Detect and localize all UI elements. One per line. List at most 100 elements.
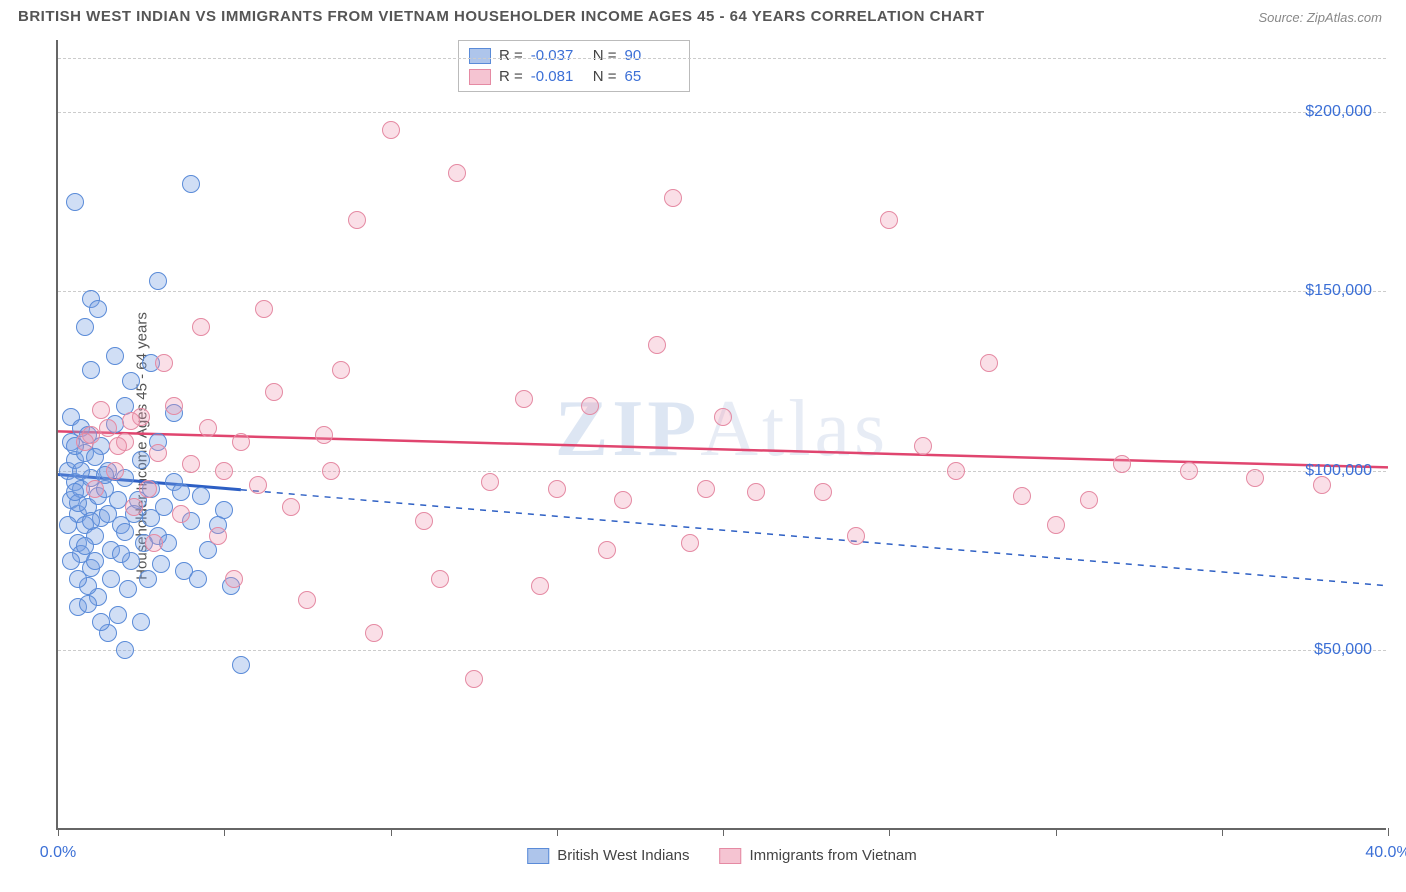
data-point-vie <box>814 483 832 501</box>
x-tick <box>224 828 225 836</box>
r-value: -0.037 <box>531 47 585 64</box>
data-point-vie <box>199 419 217 437</box>
data-point-bwi <box>76 318 94 336</box>
data-point-vie <box>947 462 965 480</box>
gridline <box>58 650 1386 651</box>
chart-container: BRITISH WEST INDIAN VS IMMIGRANTS FROM V… <box>0 0 1406 892</box>
x-tick <box>557 828 558 836</box>
data-point-vie <box>382 121 400 139</box>
data-point-vie <box>1180 462 1198 480</box>
data-point-vie <box>515 390 533 408</box>
legend-item-bwi: British West Indians <box>527 847 689 864</box>
data-point-bwi <box>142 509 160 527</box>
data-point-vie <box>415 512 433 530</box>
x-tick <box>889 828 890 836</box>
data-point-vie <box>298 591 316 609</box>
data-point-bwi <box>192 487 210 505</box>
r-label: R = <box>499 47 523 64</box>
data-point-vie <box>232 433 250 451</box>
data-point-bwi <box>149 272 167 290</box>
data-point-bwi <box>106 347 124 365</box>
data-point-bwi <box>132 451 150 469</box>
x-tick <box>1388 828 1389 836</box>
data-point-bwi <box>182 175 200 193</box>
y-tick-label: $200,000 <box>1305 103 1372 121</box>
data-point-vie <box>332 361 350 379</box>
legend-label: British West Indians <box>557 847 689 864</box>
data-point-bwi <box>139 570 157 588</box>
x-tick-label: 40.0% <box>1365 844 1406 862</box>
data-point-vie <box>149 444 167 462</box>
data-point-bwi <box>132 613 150 631</box>
data-point-vie <box>155 354 173 372</box>
gridline <box>58 58 1386 59</box>
data-point-bwi <box>99 505 117 523</box>
x-tick <box>58 828 59 836</box>
data-point-vie <box>481 473 499 491</box>
data-point-vie <box>1113 455 1131 473</box>
x-tick-label: 0.0% <box>40 844 76 862</box>
x-tick <box>723 828 724 836</box>
data-point-bwi <box>152 555 170 573</box>
data-point-vie <box>747 483 765 501</box>
data-point-vie <box>255 300 273 318</box>
data-point-vie <box>315 426 333 444</box>
watermark: ZIPAtlas <box>555 384 889 475</box>
data-point-bwi <box>59 516 77 534</box>
data-point-vie <box>145 534 163 552</box>
y-tick-label: $150,000 <box>1305 282 1372 300</box>
data-point-vie <box>531 577 549 595</box>
gridline <box>58 291 1386 292</box>
correlation-legend: R =-0.037N =90R =-0.081N =65 <box>458 40 690 92</box>
data-point-bwi <box>116 523 134 541</box>
data-point-bwi <box>89 300 107 318</box>
legend-item-vie: Immigrants from Vietnam <box>720 847 917 864</box>
y-tick-label: $50,000 <box>1314 641 1372 659</box>
trendline-bwi-extrapolated <box>241 490 1388 586</box>
data-point-vie <box>225 570 243 588</box>
data-point-vie <box>980 354 998 372</box>
data-point-vie <box>598 541 616 559</box>
n-label: N = <box>593 68 617 85</box>
data-point-bwi <box>122 372 140 390</box>
data-point-vie <box>122 412 140 430</box>
data-point-vie <box>322 462 340 480</box>
source-attribution: Source: ZipAtlas.com <box>1258 10 1382 25</box>
series-legend: British West Indians Immigrants from Viet… <box>527 847 917 864</box>
legend-swatch <box>527 848 549 864</box>
n-value: 90 <box>625 47 679 64</box>
data-point-bwi <box>172 483 190 501</box>
legend-swatch <box>469 48 491 64</box>
data-point-vie <box>548 480 566 498</box>
data-point-vie <box>847 527 865 545</box>
data-point-vie <box>182 455 200 473</box>
data-point-bwi <box>119 580 137 598</box>
data-point-vie <box>109 437 127 455</box>
data-point-vie <box>348 211 366 229</box>
trend-lines-layer <box>58 40 1388 830</box>
data-point-vie <box>192 318 210 336</box>
legend-swatch <box>720 848 742 864</box>
data-point-vie <box>681 534 699 552</box>
data-point-vie <box>99 419 117 437</box>
chart-title: BRITISH WEST INDIAN VS IMMIGRANTS FROM V… <box>18 8 985 25</box>
data-point-vie <box>448 164 466 182</box>
data-point-vie <box>697 480 715 498</box>
plot-area: ZIPAtlas R =-0.037N =90R =-0.081N =65 Br… <box>56 40 1386 830</box>
data-point-vie <box>365 624 383 642</box>
data-point-vie <box>648 336 666 354</box>
data-point-bwi <box>66 483 84 501</box>
data-point-vie <box>465 670 483 688</box>
data-point-vie <box>165 397 183 415</box>
data-point-vie <box>914 437 932 455</box>
legend-label: Immigrants from Vietnam <box>750 847 917 864</box>
data-point-vie <box>215 462 233 480</box>
data-point-vie <box>581 397 599 415</box>
data-point-bwi <box>82 361 100 379</box>
legend-swatch <box>469 69 491 85</box>
data-point-vie <box>664 189 682 207</box>
data-point-bwi <box>82 512 100 530</box>
data-point-bwi <box>116 641 134 659</box>
data-point-bwi <box>79 595 97 613</box>
source-label: Source: <box>1258 10 1306 25</box>
